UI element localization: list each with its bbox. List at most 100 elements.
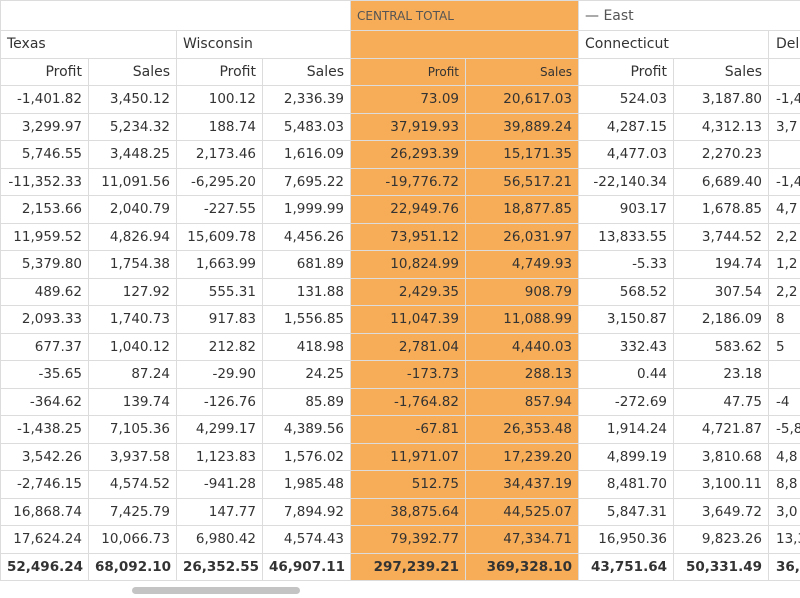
east-header[interactable]: — East — [577, 0, 800, 31]
value-cell: 3,649.72 — [673, 497, 769, 526]
cell-text: 1,2 — [776, 256, 798, 273]
scroll-thumb[interactable] — [132, 587, 300, 594]
cell-text: 5,234.32 — [109, 118, 170, 135]
cell-text: 4,721.87 — [701, 421, 762, 438]
value-cell: -1,764.82 — [350, 387, 466, 416]
value-cell: 1,576.02 — [262, 442, 351, 471]
table-row: Profit Sales Profit Sales Profit Sales Profit S… — [0, 57, 800, 86]
cell-text: 4,8 — [776, 448, 798, 465]
value-cell: 332.43 — [578, 332, 674, 361]
value-cell: -173.73 — [350, 360, 466, 389]
cell-text: -6,295.20 — [191, 173, 256, 190]
value-cell: 8,481.70 — [578, 470, 674, 499]
value-cell — [767, 140, 800, 169]
table-row: -35.65 87.24 -29.90 24.25 -173.73 288.13 0.44 2… — [0, 360, 800, 389]
value-cell: 4,287.15 — [578, 112, 674, 141]
measure-header: Sales — [673, 57, 769, 86]
cell-text: 4,299.17 — [195, 421, 256, 438]
cell-text: 2,2 — [776, 228, 798, 245]
value-cell: 418.98 — [262, 332, 351, 361]
value-cell: 11,047.39 — [350, 305, 466, 334]
cell-text: -227.55 — [203, 201, 256, 218]
value-cell: 4,574.43 — [262, 525, 351, 554]
cell-text: 5,379.80 — [21, 256, 82, 273]
cell-text: -2,746.15 — [17, 476, 82, 493]
value-cell: 5,234.32 — [88, 112, 177, 141]
state-header: Connecticut — [578, 30, 769, 59]
value-cell: 22,949.76 — [350, 195, 466, 224]
value-cell: -22,140.34 — [578, 167, 674, 196]
value-cell: 1,2 — [767, 250, 800, 279]
cell-text: 2,429.35 — [398, 283, 459, 300]
cell-text: 2,153.66 — [21, 201, 82, 218]
cell-text: 26,353.48 — [503, 421, 572, 438]
cell-text: 37,919.93 — [390, 118, 459, 135]
value-cell: 127.92 — [88, 277, 177, 306]
cell-text: -22,140.34 — [593, 173, 667, 190]
value-cell: 4,8 — [767, 442, 800, 471]
value-cell: 288.13 — [465, 360, 579, 389]
value-cell: 38,875.64 — [350, 497, 466, 526]
value-cell: 0.44 — [578, 360, 674, 389]
cell-text: 288.13 — [524, 366, 572, 383]
cell-text: 2,270.23 — [701, 146, 762, 163]
cell-text: -941.28 — [203, 476, 256, 493]
cell-text: 73,951.12 — [390, 228, 459, 245]
value-cell: 4,389.56 — [262, 415, 351, 444]
value-cell: 10,824.99 — [350, 250, 466, 279]
header-empty — [0, 0, 351, 31]
cell-text: 1,914.24 — [606, 421, 667, 438]
value-cell: 26,293.39 — [350, 140, 466, 169]
cell-text: 7,695.22 — [283, 173, 344, 190]
cell-text: 26,293.39 — [390, 146, 459, 163]
cell-text: 1,123.83 — [195, 448, 256, 465]
cell-text: 681.89 — [296, 256, 344, 273]
value-cell: 2,336.39 — [262, 85, 351, 114]
cell-text: 17,239.20 — [503, 448, 572, 465]
value-cell: 3,100.11 — [673, 470, 769, 499]
value-cell: 37,919.93 — [350, 112, 466, 141]
cell-text: 3,100.11 — [701, 476, 762, 493]
value-cell: -1,401.82 — [0, 85, 89, 114]
cell-text: 2,2 — [776, 283, 798, 300]
horizontal-scrollbar[interactable] — [0, 582, 800, 598]
table-row: -2,746.15 4,574.52 -941.28 1,985.48 512.75 34… — [0, 470, 800, 499]
measure-header: Profit — [176, 57, 263, 86]
value-cell: 369,328.10 — [465, 552, 579, 581]
cell-text: 47,334.71 — [503, 531, 572, 548]
value-cell: 3,0 — [767, 497, 800, 526]
value-cell: 52,496.24 — [0, 552, 89, 581]
cell-text: 139.74 — [122, 393, 170, 410]
cell-text: 50,331.49 — [685, 558, 762, 575]
value-cell: 1,663.99 — [176, 250, 263, 279]
cell-text: Profit — [630, 63, 667, 80]
value-cell: 7,105.36 — [88, 415, 177, 444]
table-row: 17,624.24 10,066.73 6,980.42 4,574.43 79,392… — [0, 525, 800, 554]
value-cell: -35.65 — [0, 360, 89, 389]
cell-text: 4,826.94 — [109, 228, 170, 245]
cell-text: 4,312.13 — [701, 118, 762, 135]
cell-text: 3,649.72 — [701, 503, 762, 520]
measure-header: Profit — [0, 57, 89, 86]
cell-text: 38,875.64 — [390, 503, 459, 520]
cell-text: 512.75 — [411, 476, 459, 493]
value-cell: 100.12 — [176, 85, 263, 114]
cell-text: 1,999.99 — [283, 201, 344, 218]
value-cell: 50,331.49 — [673, 552, 769, 581]
cell-text: 7,105.36 — [109, 421, 170, 438]
value-cell: 512.75 — [350, 470, 466, 499]
table-row: CENTRAL TOTAL — East — [0, 0, 800, 31]
cell-text: 5,746.55 — [21, 146, 82, 163]
cell-text: 4,389.56 — [283, 421, 344, 438]
value-cell: 4,312.13 — [673, 112, 769, 141]
value-cell: 4,721.87 — [673, 415, 769, 444]
value-cell: -227.55 — [176, 195, 263, 224]
value-cell: 3,448.25 — [88, 140, 177, 169]
value-cell: 3,744.52 — [673, 222, 769, 251]
cell-text: 7,894.92 — [283, 503, 344, 520]
cell-text: Sales — [724, 63, 762, 80]
cell-text: Sales — [540, 64, 572, 79]
measure-header: Sales — [262, 57, 351, 86]
cell-text: 11,959.52 — [13, 228, 82, 245]
